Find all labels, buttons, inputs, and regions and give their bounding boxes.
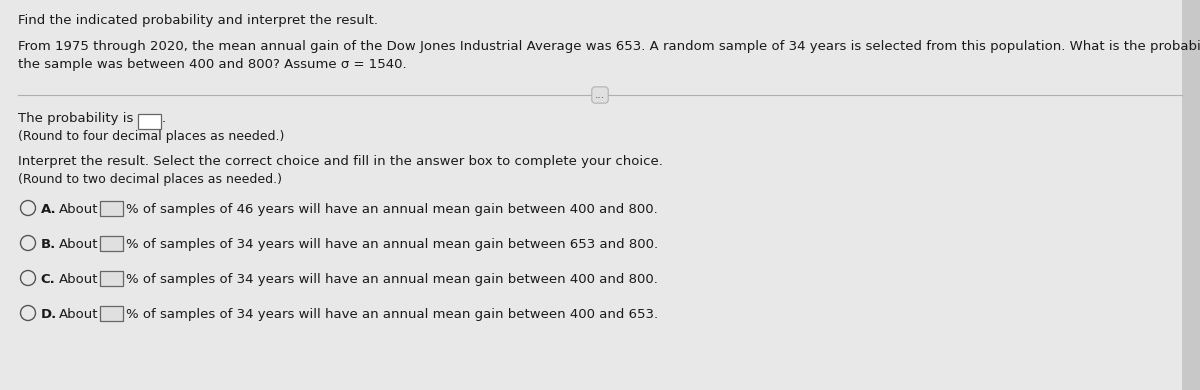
Text: the sample was between 400 and 800? Assume σ = 1540.: the sample was between 400 and 800? Assu… bbox=[18, 58, 407, 71]
FancyBboxPatch shape bbox=[100, 271, 124, 285]
Text: D.: D. bbox=[41, 308, 56, 321]
FancyBboxPatch shape bbox=[100, 236, 124, 250]
Text: % of samples of 34 years will have an annual mean gain between 400 and 653.: % of samples of 34 years will have an an… bbox=[126, 308, 658, 321]
Text: ...: ... bbox=[595, 90, 605, 100]
FancyBboxPatch shape bbox=[100, 200, 124, 216]
Text: % of samples of 34 years will have an annual mean gain between 400 and 800.: % of samples of 34 years will have an an… bbox=[126, 273, 658, 286]
Text: The probability is: The probability is bbox=[18, 112, 133, 125]
Text: (Round to four decimal places as needed.): (Round to four decimal places as needed.… bbox=[18, 130, 284, 143]
Text: B.: B. bbox=[41, 238, 55, 251]
FancyBboxPatch shape bbox=[100, 305, 124, 321]
Text: About: About bbox=[59, 238, 98, 251]
Text: (Round to two decimal places as needed.): (Round to two decimal places as needed.) bbox=[18, 173, 282, 186]
Text: About: About bbox=[59, 308, 98, 321]
Text: From 1975 through 2020, the mean annual gain of the Dow Jones Industrial Average: From 1975 through 2020, the mean annual … bbox=[18, 40, 1200, 53]
Text: C.: C. bbox=[41, 273, 55, 286]
Text: Interpret the result. Select the correct choice and fill in the answer box to co: Interpret the result. Select the correct… bbox=[18, 155, 662, 168]
Text: % of samples of 34 years will have an annual mean gain between 653 and 800.: % of samples of 34 years will have an an… bbox=[126, 238, 658, 251]
Text: % of samples of 46 years will have an annual mean gain between 400 and 800.: % of samples of 46 years will have an an… bbox=[126, 203, 658, 216]
Text: .: . bbox=[162, 112, 166, 125]
FancyBboxPatch shape bbox=[1182, 0, 1200, 390]
Text: About: About bbox=[59, 273, 98, 286]
FancyBboxPatch shape bbox=[138, 113, 161, 128]
Text: Find the indicated probability and interpret the result.: Find the indicated probability and inter… bbox=[18, 14, 378, 27]
Text: A.: A. bbox=[41, 203, 56, 216]
Text: About: About bbox=[59, 203, 98, 216]
